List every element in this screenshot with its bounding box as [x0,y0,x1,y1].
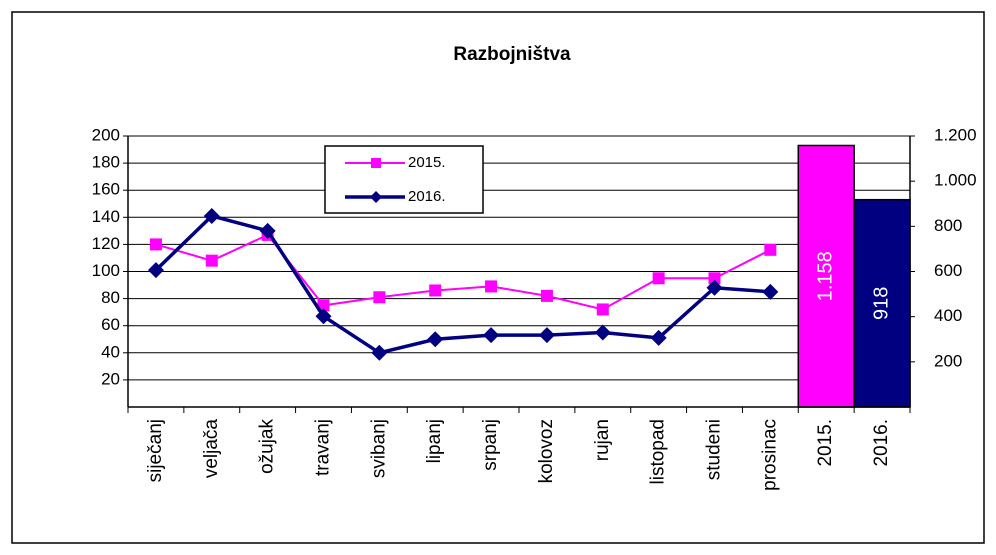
x-tick-label: svibanj [368,419,389,478]
marker [540,289,553,302]
x-tick-label: siječanj [145,419,166,482]
marker [147,262,164,279]
marker [205,254,218,267]
marker [373,291,386,304]
marker [538,327,555,344]
y2-tick-label: 1.000 [934,171,977,190]
x-tick-label: srpanj [480,419,501,471]
x-tick-label: 2016. [871,419,892,467]
chart-title: Razbojništva [453,44,571,65]
x-tick-label: studeni [704,419,725,480]
marker [652,272,665,285]
marker [427,331,444,348]
y2-tick-label: 600 [934,261,962,280]
y-tick-label: 180 [92,153,120,172]
marker [708,272,721,285]
y2-tick-label: 1.200 [934,125,977,144]
y2-tick-label: 200 [934,351,962,370]
marker [259,222,276,239]
bar-label: 918 [870,287,892,320]
marker [315,308,332,325]
line [154,213,771,355]
x-tick-label: rujan [592,419,613,461]
marker [762,283,779,300]
marker [317,299,330,312]
x-tick-label: 2015. [815,419,836,467]
x-tick-label: travanj [313,419,334,476]
marker [371,344,388,361]
x-tick-label: listopad [648,419,669,485]
legend-marker [371,158,381,168]
marker [203,207,220,224]
legend-label: 2016. [408,188,446,205]
marker [429,284,442,297]
y-tick-label: 60 [101,315,120,334]
marker [706,279,723,296]
y-tick-label: 100 [92,261,120,280]
y-tick-label: 40 [101,342,120,361]
x-tick-label: veljača [201,419,222,479]
y-tick-label: 140 [92,207,120,226]
x-tick-label: lipanj [424,419,445,463]
marker [596,303,609,316]
legend-marker [370,191,382,203]
line [155,233,771,311]
marker [594,324,611,341]
y-tick-label: 80 [101,288,120,307]
marker [149,238,162,251]
bar-label: 1.158 [814,251,836,301]
x-tick-label: prosinac [759,419,780,491]
y-tick-label: 200 [92,125,120,144]
y-tick-label: 120 [92,234,120,253]
bar [797,144,855,408]
y2-tick-label: 800 [934,216,962,235]
legend-box [324,145,484,214]
y-tick-label: 160 [92,180,120,199]
marker [650,329,667,346]
x-tick-label: kolovoz [536,419,557,483]
marker [485,280,498,293]
marker [483,327,500,344]
marker [764,243,777,256]
y-tick-label: 20 [101,369,120,388]
y2-tick-label: 400 [934,306,962,325]
legend-label: 2015. [408,154,446,171]
x-tick-label: ožujak [257,419,278,474]
